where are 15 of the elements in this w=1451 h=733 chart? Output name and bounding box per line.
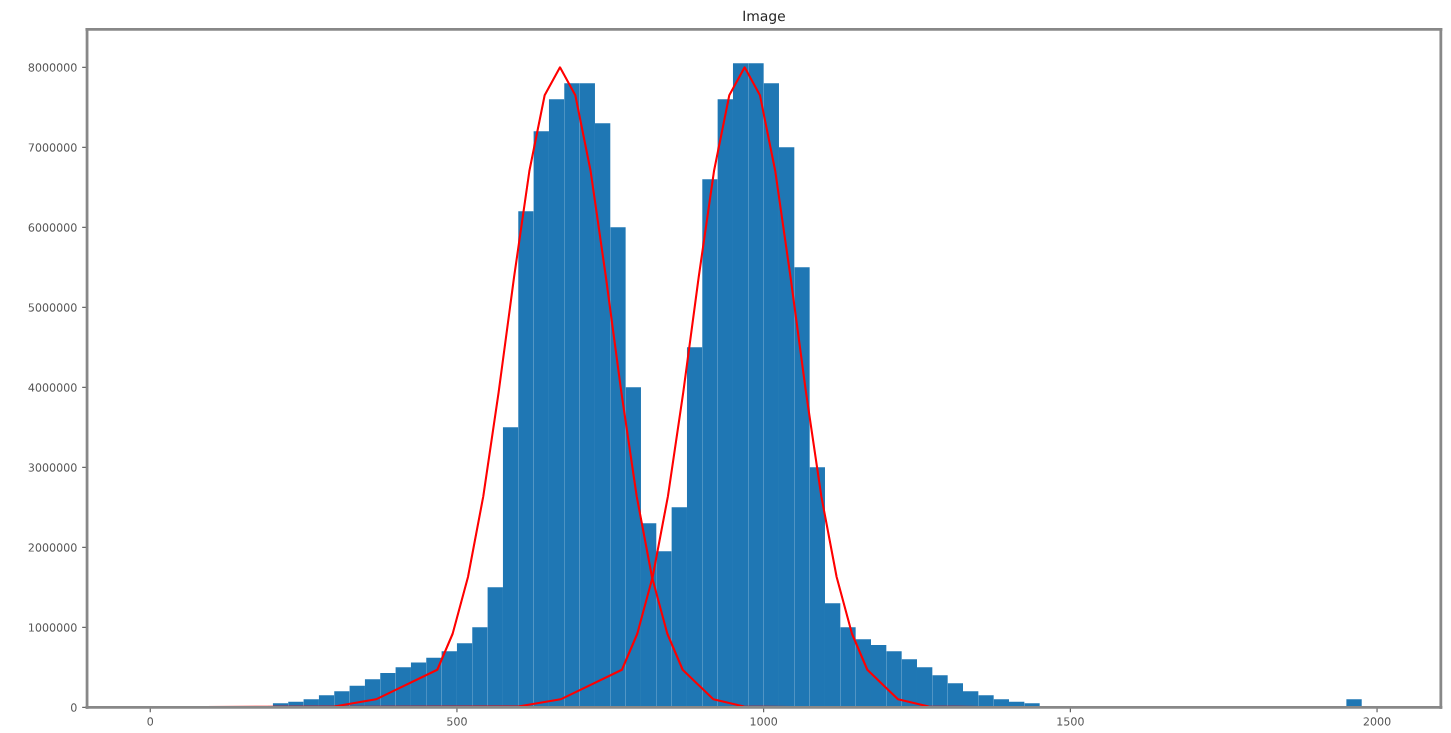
chart-title: Image — [743, 10, 785, 24]
y-tick-label: 6000000 — [28, 223, 77, 232]
y-tick-label: 5000000 — [28, 303, 77, 312]
y-tick-label: 3000000 — [28, 463, 77, 472]
y-tick-label: 7000000 — [28, 143, 77, 152]
y-tick-label: 8000000 — [28, 63, 77, 72]
x-tick-label: 2000 — [1363, 717, 1391, 726]
x-tick-label: 500 — [447, 717, 467, 726]
y-tick-label: 4000000 — [28, 383, 77, 392]
y-tick-label: 1000000 — [29, 623, 77, 632]
x-tick-label: 1500 — [1057, 717, 1084, 726]
y-tick-label: 0 — [71, 703, 77, 712]
x-tick-label: 1000 — [750, 717, 778, 726]
x-tick-label: 0 — [147, 717, 154, 726]
y-tick-label: 2000000 — [28, 543, 77, 552]
